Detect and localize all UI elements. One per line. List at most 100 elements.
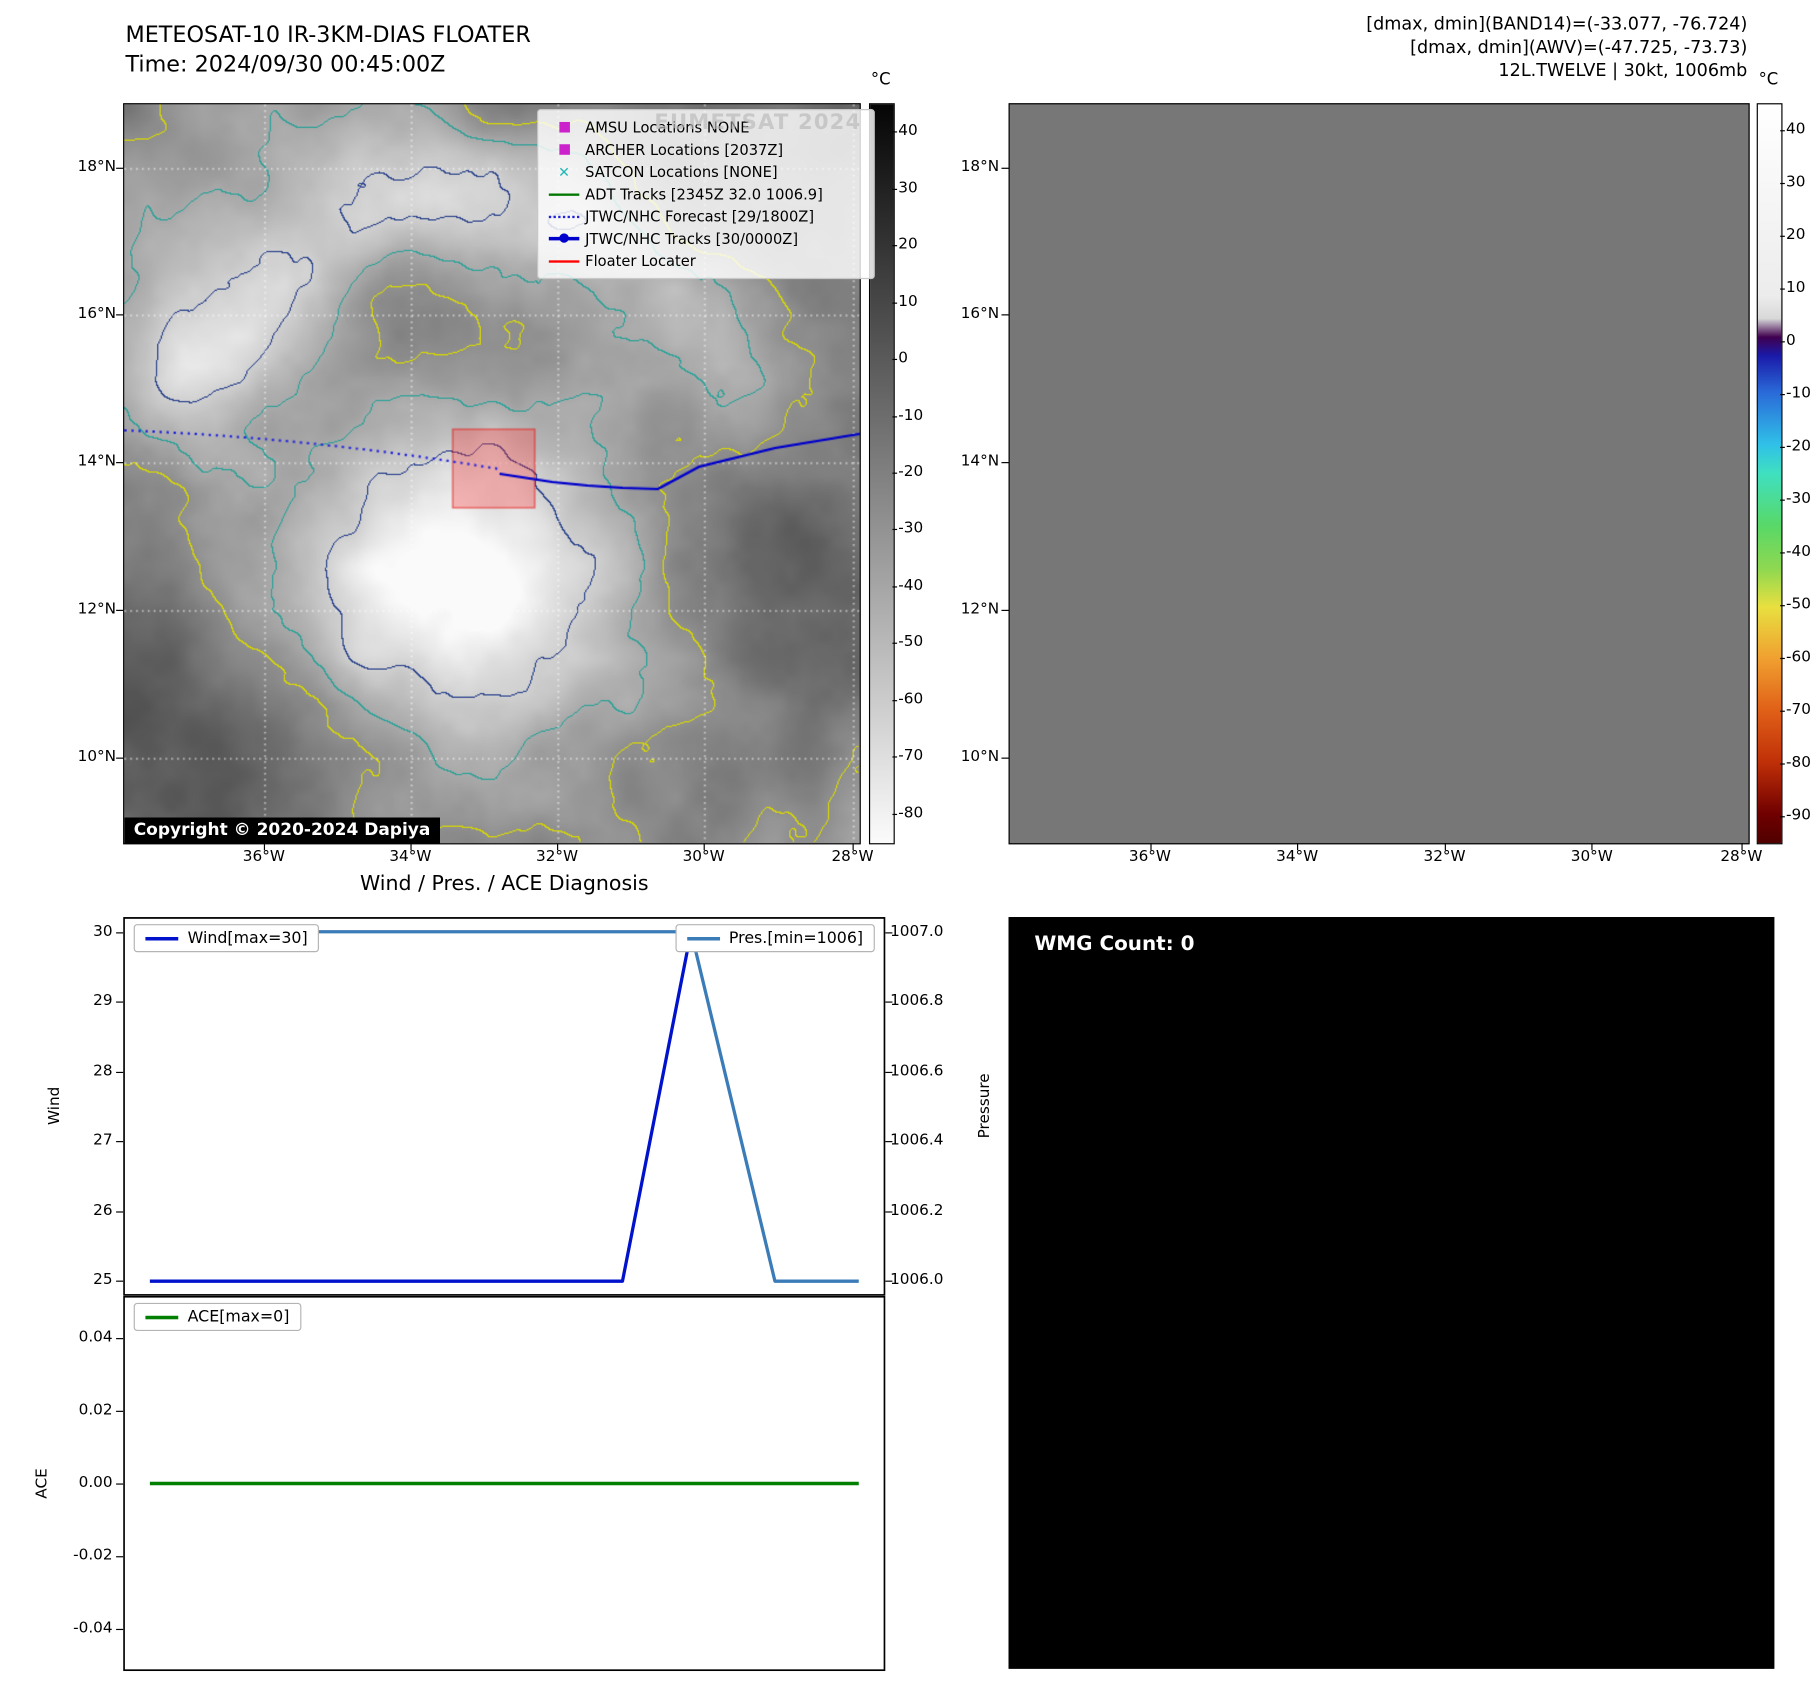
colorbar-tick-label: -70 bbox=[1786, 700, 1811, 719]
pressure-legend: Pres.[min=1006] bbox=[674, 924, 875, 953]
legend-x-icon: ✕ bbox=[558, 163, 570, 181]
axis-tick bbox=[892, 302, 898, 304]
colorbar-tick-label: 20 bbox=[898, 235, 918, 254]
axis-tick bbox=[1780, 287, 1785, 290]
ace-axis-label: ACE bbox=[33, 1468, 52, 1499]
axis-tick bbox=[892, 756, 898, 758]
axis-tick bbox=[116, 314, 124, 316]
lat-tick-label: 10°N bbox=[77, 748, 117, 766]
dmax-dmin-band14: [dmax, dmin](BAND14)=(-33.077, -76.724) bbox=[1366, 12, 1748, 35]
colorbar-tick-label: 30 bbox=[898, 179, 918, 197]
panel2-header: [dmax, dmin](BAND14)=(-33.077, -76.724) … bbox=[1044, 12, 1748, 82]
panel1-lon-labels: 36°W 34°W 32°W 30°W 28°W bbox=[123, 847, 874, 870]
axis-tick bbox=[1780, 762, 1785, 765]
colorbar-tick-label: -50 bbox=[1786, 595, 1811, 613]
axis-tick bbox=[116, 1411, 124, 1413]
colorbar-tick-label: -60 bbox=[1786, 647, 1811, 666]
panel1-title: METEOSAT-10 IR-3KM-DIAS FLOATER bbox=[125, 22, 531, 49]
colorbar-tick-label: 0 bbox=[898, 349, 908, 368]
wmg-panel: WMG Count: 0 bbox=[1008, 917, 1775, 1669]
axis-tick bbox=[885, 1211, 893, 1213]
lon-tick-label: 30°W bbox=[1570, 847, 1613, 866]
gray-colorbar-labels: 40 30 20 10 0 -10 -20 -30 -40 -50 -60 -70 -80 bbox=[898, 103, 950, 842]
pressure-legend-label: Pres.[min=1006] bbox=[728, 928, 864, 948]
legend-item-label: JTWC/NHC Forecast [29/1800Z] bbox=[585, 207, 815, 226]
lat-tick-label: 14°N bbox=[960, 452, 1000, 471]
legend-item-label: JTWC/NHC Tracks [30/0000Z] bbox=[585, 229, 799, 248]
axis-tick bbox=[1001, 167, 1009, 169]
pressure-legend-line-icon bbox=[686, 936, 720, 940]
wind-pressure-chart: Wind[max=30] Pres.[min=1006] bbox=[123, 917, 886, 1296]
colorbar-tick-label: -80 bbox=[1786, 753, 1811, 772]
axis-tick bbox=[1149, 843, 1152, 851]
ir-color-map bbox=[1008, 103, 1750, 845]
legend-item: JTWC/NHC Forecast [29/1800Z] bbox=[545, 205, 864, 227]
legend-item: ✕ SATCON Locations [NONE] bbox=[545, 161, 864, 183]
axis-tick bbox=[892, 813, 898, 815]
lat-tick-label: 18°N bbox=[960, 158, 1000, 176]
axis-tick bbox=[703, 843, 705, 851]
ace-ytick: -0.02 bbox=[73, 1546, 113, 1565]
axis-tick bbox=[116, 1141, 124, 1143]
ace-chart: ACE[max=0] bbox=[123, 1295, 886, 1672]
panel2-lat-labels: 18°N 16°N 14°N 12°N 10°N bbox=[948, 103, 1000, 842]
axis-tick bbox=[892, 131, 898, 133]
axis-tick bbox=[885, 1001, 893, 1003]
ir-color-satellite-image bbox=[1009, 104, 1749, 844]
ace-ytick-labels: 0.04 0.02 0.00 -0.02 -0.04 bbox=[59, 1296, 113, 1671]
diagnosis-title: Wind / Pres. / ACE Diagnosis bbox=[359, 872, 649, 896]
lon-tick-label: 36°W bbox=[242, 847, 285, 866]
legend-square-icon bbox=[545, 144, 583, 155]
axis-tick bbox=[1591, 843, 1593, 851]
wind-ytick-labels: 30 29 28 27 26 25 bbox=[66, 917, 113, 1296]
axis-tick bbox=[1780, 604, 1785, 606]
legend-line-marker-icon bbox=[545, 233, 583, 243]
lat-tick-label: 12°N bbox=[960, 600, 1000, 618]
wind-ytick: 30 bbox=[93, 922, 113, 940]
panel1-time: Time: 2024/09/30 00:45:00Z bbox=[125, 51, 446, 78]
legend-item-label: ARCHER Locations [2037Z] bbox=[585, 140, 784, 159]
colorbar-tick-label: -40 bbox=[898, 576, 924, 595]
axis-tick bbox=[1741, 843, 1743, 851]
colorbar-tick-label: 30 bbox=[1786, 172, 1806, 191]
axis-tick bbox=[1001, 462, 1009, 464]
wmg-count-label: WMG Count: 0 bbox=[1024, 928, 1204, 960]
legend-item: AMSU Locations NONE bbox=[545, 116, 864, 138]
lat-tick-label: 10°N bbox=[960, 748, 1000, 766]
axis-tick bbox=[116, 609, 124, 611]
legend-item-label: AMSU Locations NONE bbox=[585, 118, 750, 137]
axis-tick bbox=[410, 843, 412, 851]
pressure-axis-label: Pressure bbox=[976, 1073, 994, 1139]
dmax-dmin-awv: [dmax, dmin](AWV)=(-47.725, -73.73) bbox=[1410, 36, 1748, 58]
axis-tick bbox=[885, 1071, 893, 1073]
axis-tick bbox=[116, 1555, 124, 1558]
ace-ytick: 0.00 bbox=[78, 1474, 113, 1492]
lon-tick-label: 28°W bbox=[831, 847, 874, 866]
axis-tick bbox=[116, 1071, 124, 1073]
axis-tick bbox=[116, 1338, 124, 1340]
colorbar-tick-label: -30 bbox=[1786, 489, 1811, 508]
wind-ytick: 27 bbox=[93, 1132, 113, 1150]
colorbar-tick-label: -80 bbox=[898, 804, 924, 822]
wind-axis-label: Wind bbox=[46, 1086, 64, 1126]
axis-tick bbox=[1780, 446, 1785, 448]
colorbar-tick-label: 20 bbox=[1786, 225, 1806, 244]
axis-tick bbox=[892, 358, 898, 361]
axis-tick bbox=[1780, 340, 1785, 342]
axis-tick bbox=[1297, 843, 1299, 851]
colorbar-tick-label: -10 bbox=[1786, 384, 1811, 402]
lon-tick-label: 32°W bbox=[1423, 847, 1466, 866]
axis-tick bbox=[892, 245, 898, 247]
legend-dotted-icon bbox=[545, 215, 583, 218]
axis-tick bbox=[1780, 551, 1785, 553]
colorbar-tick-label: -90 bbox=[1786, 806, 1811, 824]
legend-line-icon bbox=[545, 259, 583, 263]
colorbar-tick-label: -40 bbox=[1786, 542, 1811, 560]
pressure-ytick: 1006.4 bbox=[890, 1132, 944, 1150]
axis-tick bbox=[116, 1281, 124, 1283]
axis-tick bbox=[116, 1628, 124, 1630]
axis-tick bbox=[1780, 710, 1785, 712]
axis-tick bbox=[1780, 815, 1785, 817]
axis-tick bbox=[116, 1001, 124, 1003]
legend-item: JTWC/NHC Tracks [30/0000Z] bbox=[545, 228, 864, 250]
